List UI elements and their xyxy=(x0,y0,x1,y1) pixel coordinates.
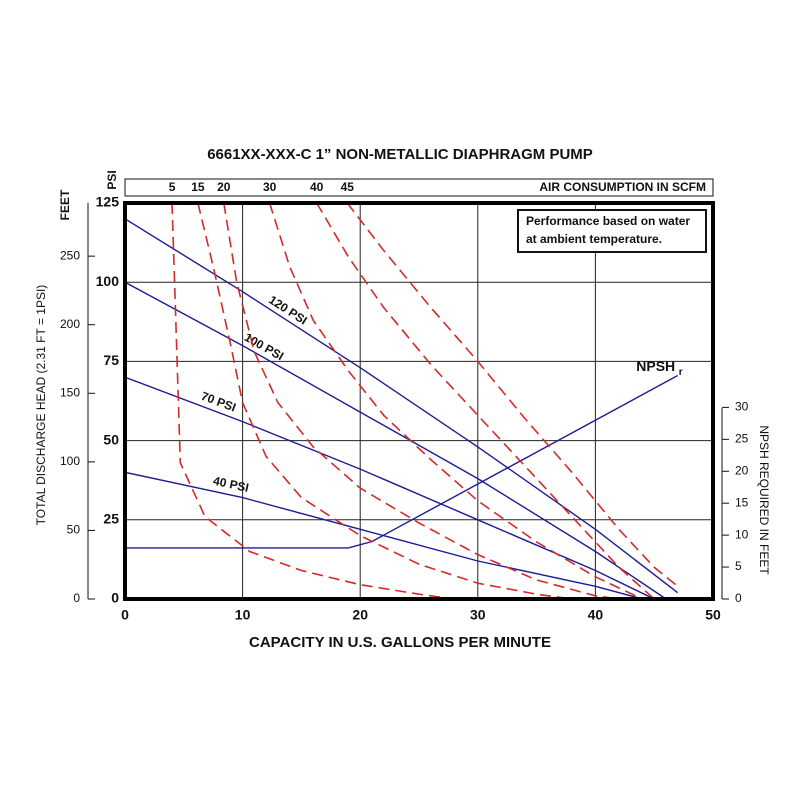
y2-tick-label: 15 xyxy=(735,495,749,509)
plot-frame xyxy=(123,201,715,601)
y-tick-label: 100 xyxy=(96,273,120,289)
series-line xyxy=(171,202,455,600)
top-axis-label: AIR CONSUMPTION IN SCFM xyxy=(539,180,706,194)
y2-tick-label: 0 xyxy=(735,591,742,605)
series-line xyxy=(197,202,573,600)
series-line xyxy=(223,202,620,600)
feet-tick-label: 100 xyxy=(60,454,80,468)
x-axis-label: CAPACITY IN U.S. GALLONS PER MINUTE xyxy=(249,634,551,651)
y2-axis-label: NPSH REQUIRED IN FEET xyxy=(757,425,771,575)
x-tick-label: 40 xyxy=(588,607,604,623)
series-line xyxy=(124,281,667,600)
feet-tick-label: 200 xyxy=(60,317,80,331)
air-label: 20 xyxy=(217,180,231,194)
series-line xyxy=(124,218,679,594)
series-line xyxy=(316,202,655,600)
x-tick-label: 20 xyxy=(352,607,368,623)
feet-unit: FEET xyxy=(58,189,72,220)
feet-tick-label: 250 xyxy=(60,248,80,262)
chart-title: 6661XX-XXX-C 1” NON-METALLIC DIAPHRAGM P… xyxy=(207,146,593,163)
air-label: 30 xyxy=(263,180,277,194)
air-label: 5 xyxy=(169,180,176,194)
air-label: 40 xyxy=(310,180,324,194)
series-line xyxy=(125,374,679,549)
air-label: 45 xyxy=(341,180,355,194)
series-line xyxy=(124,471,643,600)
y2-tick-label: 30 xyxy=(735,400,749,414)
x-tick-label: 30 xyxy=(470,607,486,623)
feet-tick-label: 50 xyxy=(67,523,81,537)
y2-tick-label: 25 xyxy=(735,431,749,445)
y-tick-label: 50 xyxy=(103,431,119,447)
y-tick-label: 75 xyxy=(103,352,119,368)
y2-tick-label: 20 xyxy=(735,463,749,477)
psi-unit: PSI xyxy=(105,170,119,189)
y-tick-label: 25 xyxy=(103,511,119,527)
x-tick-label: 10 xyxy=(235,607,251,623)
series-label-subscript: r xyxy=(679,367,683,378)
y2-tick-label: 5 xyxy=(735,559,742,573)
y-axis-label: TOTAL DISCHARGE HEAD (2.31 FT = 1PSI) xyxy=(34,285,48,526)
y-tick-label: 0 xyxy=(111,590,119,606)
x-tick-label: 0 xyxy=(121,607,129,623)
series-line xyxy=(268,202,643,600)
feet-tick-label: 0 xyxy=(73,591,80,605)
annotation: Performance based on water xyxy=(526,214,690,228)
x-tick-label: 50 xyxy=(705,607,721,623)
series-label: NPSH xyxy=(636,358,675,374)
feet-tick-label: 150 xyxy=(60,385,80,399)
series-line xyxy=(124,376,655,600)
air-label: 15 xyxy=(191,180,205,194)
y2-tick-label: 10 xyxy=(735,527,749,541)
y-tick-label: 125 xyxy=(96,194,120,210)
top-axis-strip xyxy=(124,178,714,197)
annotation-box xyxy=(517,209,707,253)
series-line xyxy=(346,202,679,587)
annotation: at ambient temperature. xyxy=(526,232,662,246)
